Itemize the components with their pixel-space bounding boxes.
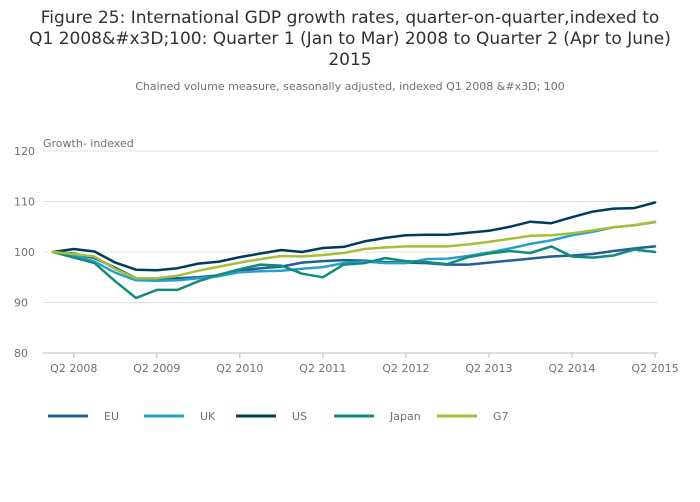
x-tick-label: Q2 2011 <box>299 362 346 375</box>
chart-title-line-3: 2015 <box>328 50 371 70</box>
series-line-us <box>51 201 657 272</box>
series-line-g7 <box>51 220 657 280</box>
legend-label: Japan <box>389 410 421 423</box>
chart-title-line-1: Figure 25: International GDP growth rate… <box>41 8 660 28</box>
series-lines <box>51 201 657 300</box>
y-tick-label: 110 <box>14 196 35 209</box>
x-tick-label: Q2 2013 <box>465 362 512 375</box>
legend-item-eu[interactable]: EU <box>48 410 119 423</box>
x-axis-ticks: Q2 2008 Q2 2009 Q2 2010 Q2 2011 Q2 2012 Q2 20… <box>50 353 679 375</box>
y-tick-label: 90 <box>14 297 28 310</box>
chart-title-line-2: Q1 2008&#x3D;100: Quarter 1 (Jan to Mar)… <box>29 29 671 49</box>
legend-item-japan[interactable]: Japan <box>334 410 421 423</box>
legend-item-us[interactable]: US <box>236 410 307 423</box>
x-tick-label: Q2 2014 <box>548 362 595 375</box>
y-axis-label: Growth- indexed <box>43 137 134 150</box>
legend-label: G7 <box>493 410 509 423</box>
y-tick-label: 120 <box>14 145 35 158</box>
x-tick-label: Q2 2012 <box>382 362 429 375</box>
legend-label: US <box>292 410 307 423</box>
legend-label: EU <box>104 410 119 423</box>
y-axis-ticks: 80 90 100 110 120 <box>14 145 35 360</box>
legend-item-uk[interactable]: UK <box>144 410 216 423</box>
y-tick-label: 80 <box>14 347 28 360</box>
legend-label: UK <box>200 410 216 423</box>
y-tick-label: 100 <box>14 246 35 259</box>
x-tick-label: Q2 2010 <box>216 362 263 375</box>
x-tick-label: Q2 2009 <box>133 362 180 375</box>
chart-subtitle: Chained volume measure, seasonally adjus… <box>135 80 565 93</box>
x-tick-label: Q2 2015 <box>631 362 678 375</box>
x-tick-label: Q2 2008 <box>50 362 97 375</box>
series-line-japan <box>51 245 657 300</box>
legend: EU UK US Japan G7 <box>48 410 509 423</box>
series-line-uk <box>51 220 657 283</box>
legend-item-g7[interactable]: G7 <box>437 410 509 423</box>
